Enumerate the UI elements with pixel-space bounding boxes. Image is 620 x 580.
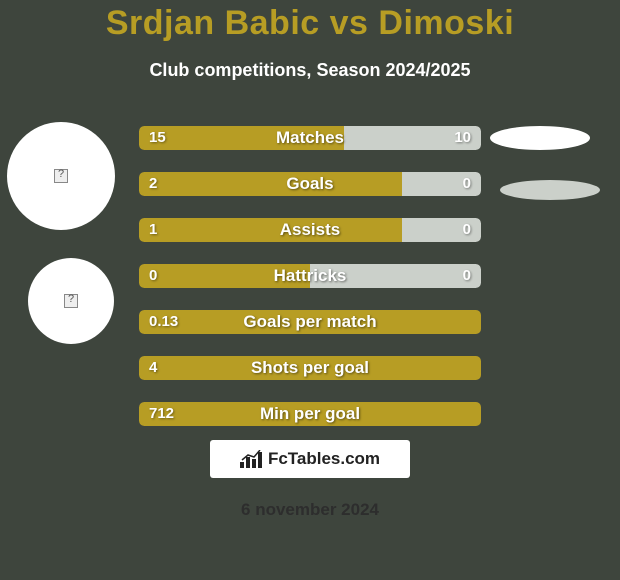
stat-bars: 1510Matches 20Goals 10Assists 00Hattricks 0.… [139,126,481,448]
team-badge-2 [500,180,600,200]
image-placeholder-icon [54,169,68,183]
stat-row: 4Shots per goal [139,356,481,380]
brand-text: FcTables.com [268,449,380,469]
comparison-infographic: Srdjan Babic vs Dimoski Club competition… [0,0,620,580]
stat-label: Shots per goal [139,356,481,380]
team-badge-1 [490,126,590,150]
stat-label: Min per goal [139,402,481,426]
stat-row: 1510Matches [139,126,481,150]
chart-icon [240,450,262,468]
page-subtitle: Club competitions, Season 2024/2025 [0,60,620,81]
stat-row: 712Min per goal [139,402,481,426]
stat-label: Hattricks [139,264,481,288]
stat-label: Goals per match [139,310,481,334]
image-placeholder-icon [64,294,78,308]
page-title: Srdjan Babic vs Dimoski [0,4,620,43]
stat-label: Assists [139,218,481,242]
stat-label: Goals [139,172,481,196]
stat-row: 00Hattricks [139,264,481,288]
stat-label: Matches [139,126,481,150]
stat-row: 0.13Goals per match [139,310,481,334]
stat-row: 10Assists [139,218,481,242]
stat-row: 20Goals [139,172,481,196]
footer-date: 6 november 2024 [0,500,620,520]
player-avatar-2 [28,258,114,344]
player-avatar-1 [7,122,115,230]
brand-logo: FcTables.com [210,440,410,478]
